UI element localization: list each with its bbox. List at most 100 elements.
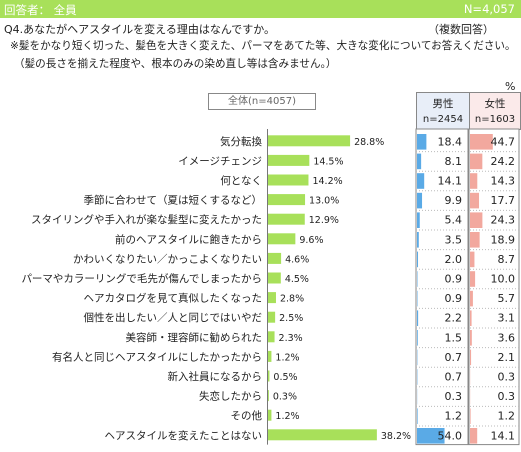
overall-value-label: 1.2% bbox=[275, 352, 299, 363]
female-label: 女性 bbox=[484, 98, 506, 110]
male-bar bbox=[417, 310, 419, 326]
category-label: 個性を出したい／人と同じではいやだ bbox=[84, 311, 263, 324]
multiple-answer-note: （複数回答） bbox=[428, 23, 494, 36]
female-bar bbox=[470, 408, 471, 424]
question-title: Q4.あなたがヘアスタイルを変える理由はなんですか。 bbox=[4, 23, 276, 36]
overall-bar bbox=[268, 370, 270, 382]
overall-value-label: 2.8% bbox=[280, 294, 304, 305]
female-bar bbox=[470, 192, 480, 209]
total-n-label: N=4,057 bbox=[463, 2, 515, 16]
female-bar bbox=[470, 232, 480, 248]
female-bar bbox=[470, 271, 476, 287]
male-n: n=2454 bbox=[422, 114, 464, 125]
female-value-label: 10.0 bbox=[491, 273, 516, 286]
female-bar bbox=[470, 173, 478, 189]
category-label: 何となく bbox=[220, 174, 262, 187]
male-bar bbox=[417, 408, 418, 424]
male-bar bbox=[417, 251, 419, 268]
overall-bar bbox=[268, 409, 272, 421]
overall-bar bbox=[268, 429, 377, 441]
female-value-label: 3.1 bbox=[498, 312, 516, 325]
male-value-label: 9.9 bbox=[445, 194, 463, 207]
female-value-label: 18.9 bbox=[491, 233, 516, 246]
male-value-label: 8.1 bbox=[445, 155, 463, 168]
overall-bar bbox=[268, 252, 282, 264]
male-value-label: 2.0 bbox=[445, 253, 463, 266]
category-label: ヘアスタイルを変えたことはない bbox=[105, 429, 263, 442]
female-bar bbox=[470, 428, 478, 444]
category-label: ヘアカタログを見て真似したくなった bbox=[84, 292, 263, 305]
female-bar bbox=[470, 134, 493, 150]
female-bar bbox=[470, 153, 483, 170]
male-value-label: 18.4 bbox=[438, 135, 463, 148]
female-value-label: 44.7 bbox=[491, 135, 516, 148]
male-bar bbox=[417, 173, 425, 189]
overall-value-label: 2.3% bbox=[279, 333, 303, 344]
overall-value-label: 38.2% bbox=[381, 431, 411, 442]
overall-bar bbox=[268, 292, 276, 304]
male-bar bbox=[417, 232, 419, 248]
overall-value-label: 2.5% bbox=[279, 313, 303, 324]
category-label: 失恋したから bbox=[199, 390, 262, 403]
female-value-label: 24.3 bbox=[491, 214, 516, 227]
female-header: 女性 n=1603 bbox=[469, 92, 521, 130]
category-label: 気分転換 bbox=[220, 135, 262, 148]
male-value-label: 1.2 bbox=[445, 410, 463, 423]
category-label: スタイリングや手入れが楽な髪型に変えたかった bbox=[31, 213, 262, 226]
male-bar bbox=[417, 212, 420, 228]
male-value-label: 0.7 bbox=[445, 371, 463, 384]
category-label: 美容師・理容師に勧められた bbox=[126, 331, 263, 344]
question-note-2: （髪の長さを揃えた程度や、根本のみの染め直し等は含みません。） bbox=[14, 58, 337, 70]
female-bar bbox=[470, 310, 472, 326]
overall-bar bbox=[268, 194, 306, 206]
category-label: 有名人と同じヘアスタイルにしたかったから bbox=[52, 350, 262, 363]
category-label: かわいくなりたい／かっこよくなりたい bbox=[73, 253, 262, 265]
overall-bar bbox=[268, 135, 351, 147]
female-value-label: 2.1 bbox=[498, 351, 516, 364]
respondents-label: 回答者： 全員 bbox=[4, 3, 77, 17]
overall-value-label: 14.5% bbox=[313, 156, 343, 167]
female-value-label: 0.3 bbox=[498, 371, 516, 384]
female-value-label: 24.2 bbox=[491, 155, 516, 168]
female-n: n=1603 bbox=[474, 114, 516, 125]
female-value-label: 5.7 bbox=[498, 292, 516, 305]
overall-value-label: 1.2% bbox=[275, 411, 299, 422]
male-value-label: 0.3 bbox=[445, 390, 463, 403]
overall-bar bbox=[268, 174, 309, 186]
overall-label: 全体(n=4057) bbox=[208, 93, 316, 110]
question-note-1: ※髪をかなり短く切った、髪色を大きく変えた、パーマをあてた等、大きな変化について… bbox=[10, 40, 516, 52]
male-value-label: 0.7 bbox=[445, 351, 463, 364]
female-bar bbox=[470, 212, 483, 228]
overall-bar bbox=[268, 213, 305, 225]
male-bar bbox=[417, 192, 423, 209]
male-value-label: 14.1 bbox=[438, 175, 463, 188]
female-bar bbox=[470, 349, 472, 366]
female-bar bbox=[470, 251, 475, 268]
male-label: 男性 bbox=[432, 98, 454, 110]
female-value-label: 14.1 bbox=[491, 429, 516, 442]
female-bar bbox=[470, 330, 472, 346]
overall-bar bbox=[268, 390, 269, 402]
overall-value-label: 28.8% bbox=[354, 137, 384, 148]
category-label: 前のヘアスタイルに飽きたから bbox=[115, 233, 262, 246]
female-value-label: 1.2 bbox=[498, 410, 516, 423]
category-label: 季節に合わせて（夏は短くするなど） bbox=[84, 194, 263, 207]
female-column-frame bbox=[468, 128, 520, 446]
category-label: イメージチェンジ bbox=[178, 155, 262, 167]
overall-value-label: 12.9% bbox=[309, 215, 339, 226]
header-bar: 回答者： 全員 N=4,057 bbox=[0, 0, 521, 18]
male-value-label: 3.5 bbox=[445, 233, 463, 246]
female-value-label: 14.3 bbox=[491, 175, 516, 188]
category-label: パーマやカラーリングで毛先が傷んでしまったから bbox=[21, 272, 262, 285]
female-value-label: 17.7 bbox=[491, 194, 516, 207]
overall-value-label: 9.6% bbox=[299, 235, 323, 246]
category-label: 新入社員になるから bbox=[168, 370, 263, 383]
overall-value-label: 14.2% bbox=[312, 176, 342, 187]
male-value-label: 0.9 bbox=[445, 273, 463, 286]
male-column-frame bbox=[415, 128, 469, 446]
female-bar bbox=[470, 290, 473, 307]
overall-bar bbox=[268, 350, 272, 362]
male-value-label: 0.9 bbox=[445, 292, 463, 305]
overall-bar bbox=[268, 233, 296, 245]
